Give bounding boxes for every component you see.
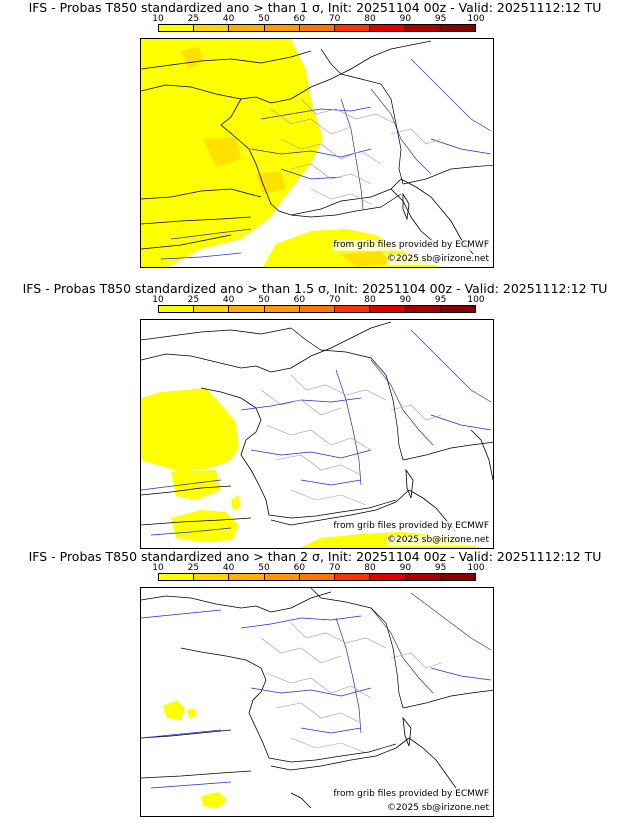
regional-borders [260, 622, 442, 754]
colorbar-tick-label: 80 [364, 295, 376, 305]
rivers [141, 592, 492, 789]
colorbar [158, 305, 476, 313]
colorbar-segment [335, 574, 371, 580]
colorbar-tick-label: 90 [399, 563, 412, 573]
colorbar-segment [405, 574, 441, 580]
map-svg [141, 39, 493, 267]
national-borders [268, 588, 493, 763]
colorbar-labels: 10 25 40 50 60 70 80 90 95 100 [152, 295, 484, 305]
probability-field [163, 700, 227, 808]
colorbar-segment [194, 574, 230, 580]
colorbar-tick-label: 10 [152, 563, 164, 573]
national-borders [290, 48, 493, 218]
source-credit: from grib files provided by ECMWF [333, 521, 489, 532]
source-credit: from grib files provided by ECMWF [333, 240, 489, 251]
colorbar-segment [440, 25, 475, 31]
colorbar-tick-label: 60 [293, 563, 306, 573]
regional-borders [270, 98, 442, 205]
colorbar-tick-label: 80 [364, 14, 376, 24]
colorbar-segment [194, 306, 230, 312]
colorbar-tick-label: 70 [328, 14, 341, 24]
colorbar-segment [299, 574, 336, 580]
colorbar-segment [264, 574, 300, 580]
colorbar-tick-label: 95 [434, 563, 447, 573]
colorbar-tick-label: 100 [467, 563, 485, 573]
colorbar-tick-label: 70 [328, 563, 341, 573]
site-credit: ©2025 sb@irizone.net [387, 535, 489, 546]
colorbar-tick-label: 100 [467, 295, 485, 305]
colorbar-labels: 10 25 40 50 60 70 80 90 95 100 [152, 563, 484, 573]
colorbar-segment [229, 25, 265, 31]
colorbar-segment [299, 306, 336, 312]
map-frame: from grib files provided by ECMWF ©2025 … [140, 319, 494, 549]
colorbar-tick-label: 25 [187, 563, 200, 573]
colorbar-tick-label: 40 [222, 14, 235, 24]
colorbar-tick-label: 50 [258, 563, 270, 573]
colorbar-segment [335, 25, 371, 31]
colorbar-tick-label: 80 [364, 563, 376, 573]
panel-title: IFS - Probas T850 standardized ano > tha… [28, 0, 602, 15]
colorbar-tick-label: 95 [434, 295, 447, 305]
colorbar-tick-label: 25 [187, 295, 200, 305]
colorbar [158, 573, 476, 581]
map-frame: from grib files provided by ECMWF ©2025 … [140, 38, 494, 268]
colorbar-tick-label: 10 [152, 14, 164, 24]
site-credit: ©2025 sb@irizone.net [387, 803, 489, 814]
colorbar-segment [440, 306, 475, 312]
panel-title: IFS - Probas T850 standardized ano > tha… [22, 281, 608, 296]
colorbar-segment [264, 306, 300, 312]
colorbar-segment [159, 25, 195, 31]
national-borders [268, 327, 493, 519]
colorbar-tick-label: 70 [328, 295, 341, 305]
probability-panel-1sigma: IFS - Probas T850 standardized ano > tha… [0, 0, 630, 270]
colorbar-segment [264, 25, 300, 31]
coastlines [141, 40, 474, 255]
colorbar-segment [194, 25, 230, 31]
colorbar-segment [335, 306, 371, 312]
colorbar-segment [299, 25, 336, 31]
colorbar-tick-label: 10 [152, 295, 164, 305]
rivers [141, 329, 492, 536]
panel-title: IFS - Probas T850 standardized ano > tha… [28, 549, 602, 564]
coastlines [141, 321, 493, 533]
rivers [160, 58, 492, 260]
source-credit: from grib files provided by ECMWF [333, 789, 489, 800]
colorbar-segment [370, 574, 406, 580]
colorbar-segment [440, 574, 475, 580]
map-frame: from grib files provided by ECMWF ©2025 … [140, 587, 494, 817]
colorbar-segment [405, 306, 441, 312]
map-svg [141, 588, 493, 809]
probability-panel-1-5sigma: IFS - Probas T850 standardized ano > tha… [0, 281, 630, 551]
colorbar-tick-label: 40 [222, 563, 235, 573]
colorbar-tick-label: 100 [467, 14, 485, 24]
colorbar-tick-label: 90 [399, 295, 412, 305]
colorbar-segment [370, 25, 406, 31]
colorbar-tick-label: 50 [258, 14, 270, 24]
site-credit: ©2025 sb@irizone.net [387, 254, 489, 265]
colorbar-segment [229, 306, 265, 312]
colorbar-labels: 10 25 40 50 60 70 80 90 95 100 [152, 14, 484, 24]
probability-field [141, 39, 441, 267]
coastlines [141, 591, 457, 809]
colorbar-segment [229, 574, 265, 580]
colorbar-tick-label: 95 [434, 14, 447, 24]
colorbar-tick-label: 60 [293, 295, 306, 305]
colorbar [158, 24, 476, 32]
colorbar-segment [405, 25, 441, 31]
colorbar-segment [370, 306, 406, 312]
colorbar-segment [159, 306, 195, 312]
colorbar-tick-label: 60 [293, 14, 306, 24]
map-svg [141, 321, 493, 548]
probability-panel-2sigma: IFS - Probas T850 standardized ano > tha… [0, 549, 630, 819]
colorbar-tick-label: 90 [399, 14, 412, 24]
colorbar-tick-label: 40 [222, 295, 235, 305]
colorbar-tick-label: 50 [258, 295, 270, 305]
colorbar-tick-label: 25 [187, 14, 200, 24]
colorbar-segment [159, 574, 195, 580]
probability-field-higher [181, 47, 391, 267]
regional-borders [260, 374, 442, 506]
